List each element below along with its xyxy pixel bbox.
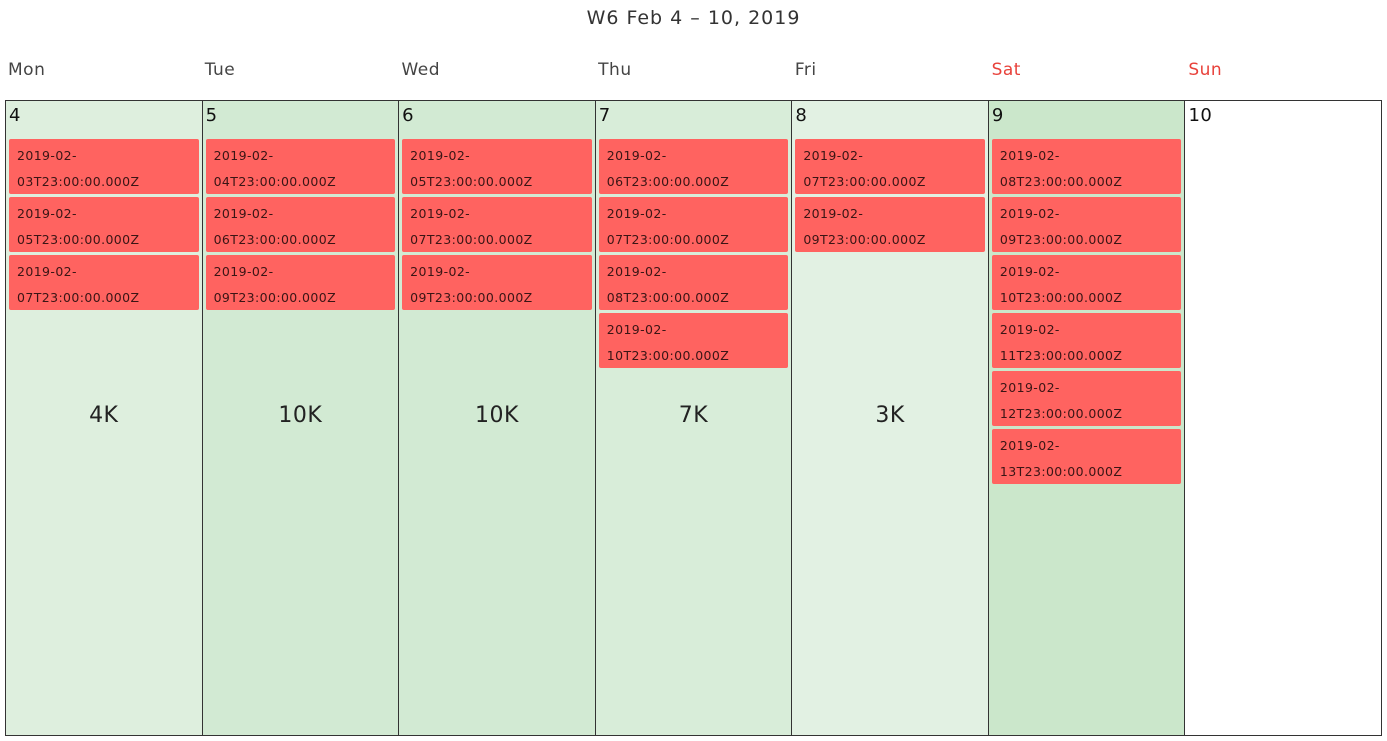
calendar-event[interactable]: 2019-02- 10T23:00:00.000Z [991,255,1182,310]
calendar-week-grid: 4 2019-02- 03T23:00:00.000Z 2019-02- 05T23:… [5,100,1383,736]
day-number: 4 [9,105,21,126]
day-total: 10K [278,403,323,428]
day-cell[interactable]: 6 2019-02- 05T23:00:00.000Z 2019-02- 07T23:… [398,101,595,735]
event-list: 2019-02- 03T23:00:00.000Z 2019-02- 05T23:00… [9,139,199,310]
day-header-fri: Fri [794,60,817,80]
event-label-line: 2019-02- [999,380,1060,395]
day-header-thu: Thu [598,60,632,80]
event-list: 2019-02- 08T23:00:00.000Z 2019-02- 09T23:00… [991,139,1182,484]
calendar-event[interactable]: 2019-02- 07T23:00:00.000Z [9,255,199,310]
day-number: 10 [1188,105,1213,126]
calendar-event[interactable]: 2019-02- 12T23:00:00.000Z [991,371,1182,426]
calendar-event[interactable]: 2019-02- 04T23:00:00.000Z [205,139,396,194]
event-label-line: 2019-02- [606,148,667,163]
event-label-line: 2019-02- [803,206,864,221]
calendar-event[interactable]: 2019-02- 05T23:00:00.000Z [9,197,199,252]
day-cell[interactable]: 4 2019-02- 03T23:00:00.000Z 2019-02- 05T23:… [5,101,202,735]
event-label-line: 2019-02- [17,148,77,163]
event-label-line: 2019-02- [213,264,274,279]
calendar-event[interactable]: 2019-02- 13T23:00:00.000Z [991,429,1182,484]
event-label-line: 09T23:00:00.000Z [410,290,533,305]
event-label-line: 06T23:00:00.000Z [213,232,337,247]
day-total: 10K [474,403,519,428]
calendar-event[interactable]: 2019-02- 11T23:00:00.000Z [991,313,1182,368]
day-header-wed: Wed [401,60,441,80]
calendar-event[interactable]: 2019-02- 06T23:00:00.000Z [205,197,396,252]
day-cell[interactable]: 10 [1184,101,1383,735]
event-label-line: 2019-02- [17,264,77,279]
calendar-event[interactable]: 2019-02- 09T23:00:00.000Z [991,197,1182,252]
calendar-event[interactable]: 2019-02- 09T23:00:00.000Z [795,197,985,252]
event-list: 2019-02- 05T23:00:00.000Z 2019-02- 07T23:00… [402,139,592,310]
event-label-line: 2019-02- [213,148,274,163]
calendar-event[interactable]: 2019-02- 03T23:00:00.000Z [9,139,199,194]
event-label-line: 2019-02- [999,148,1060,163]
event-label-line: 09T23:00:00.000Z [213,290,337,305]
day-cell[interactable]: 9 2019-02- 08T23:00:00.000Z 2019-02- 09T23:… [987,101,1185,735]
event-label-line: 11T23:00:00.000Z [999,348,1123,363]
event-label-line: 10T23:00:00.000Z [999,290,1123,305]
event-label-line: 2019-02- [410,206,471,221]
day-total: 3K [875,403,905,428]
event-list: 2019-02- 07T23:00:00.000Z 2019-02- 09T23:00… [795,139,985,252]
event-label-line: 2019-02- [410,148,471,163]
day-header-tue: Tue [204,60,236,80]
calendar-event[interactable]: 2019-02- 06T23:00:00.000Z [598,139,789,194]
event-label-line: 08T23:00:00.000Z [606,290,730,305]
day-cell[interactable]: 7 2019-02- 06T23:00:00.000Z 2019-02- 07T23:… [594,101,792,735]
calendar-event[interactable]: 2019-02- 08T23:00:00.000Z [991,139,1182,194]
event-label-line: 04T23:00:00.000Z [213,174,337,189]
event-label-line: 12T23:00:00.000Z [999,406,1123,421]
day-number: 6 [402,105,415,126]
event-label-line: 06T23:00:00.000Z [606,174,730,189]
event-label-line: 2019-02- [999,438,1060,453]
event-label-line: 07T23:00:00.000Z [410,232,533,247]
event-label-line: 2019-02- [213,206,274,221]
event-label-line: 2019-02- [606,206,667,221]
day-number: 5 [205,105,218,126]
event-label-line: 2019-02- [999,206,1060,221]
calendar-event[interactable]: 2019-02- 10T23:00:00.000Z [598,313,789,368]
event-label-line: 07T23:00:00.000Z [606,232,730,247]
calendar-event[interactable]: 2019-02- 07T23:00:00.000Z [598,197,789,252]
event-label-line: 2019-02- [17,206,77,221]
calendar-event[interactable]: 2019-02- 05T23:00:00.000Z [402,139,592,194]
event-label-line: 07T23:00:00.000Z [803,174,926,189]
day-number: 7 [598,105,611,126]
day-number: 8 [795,105,808,126]
day-header-sun: Sun [1188,60,1223,80]
event-label-line: 2019-02- [606,264,667,279]
event-label-line: 05T23:00:00.000Z [410,174,533,189]
event-list: 2019-02- 06T23:00:00.000Z 2019-02- 07T23:00… [598,139,789,368]
event-label-line: 05T23:00:00.000Z [17,232,140,247]
calendar-event[interactable]: 2019-02- 07T23:00:00.000Z [402,197,592,252]
event-label-line: 2019-02- [606,322,667,337]
calendar-event[interactable]: 2019-02- 08T23:00:00.000Z [598,255,789,310]
event-label-line: 07T23:00:00.000Z [17,290,140,305]
event-label-line: 10T23:00:00.000Z [606,348,730,363]
calendar-event[interactable]: 2019-02- 09T23:00:00.000Z [402,255,592,310]
event-label-line: 2019-02- [410,264,471,279]
day-header-mon: Mon [8,60,46,80]
day-header-row: Mon Tue Wed Thu Fri Sat Sun [5,55,1382,85]
event-label-line: 09T23:00:00.000Z [803,232,926,247]
calendar-event[interactable]: 2019-02- 07T23:00:00.000Z [795,139,985,194]
day-number: 9 [991,105,1004,126]
event-label-line: 09T23:00:00.000Z [999,232,1123,247]
event-label-line: 2019-02- [803,148,864,163]
event-label-line: 13T23:00:00.000Z [999,464,1123,479]
day-header-sat: Sat [991,60,1021,80]
event-label-line: 08T23:00:00.000Z [999,174,1123,189]
day-cell[interactable]: 5 2019-02- 04T23:00:00.000Z 2019-02- 06T23:… [201,101,399,735]
calendar-event[interactable]: 2019-02- 09T23:00:00.000Z [205,255,396,310]
event-label-line: 2019-02- [999,264,1060,279]
day-total: 7K [678,403,709,428]
week-title: W6 Feb 4 – 10, 2019 [586,7,801,29]
event-label-line: 2019-02- [999,322,1060,337]
event-list: 2019-02- 04T23:00:00.000Z 2019-02- 06T23:00… [205,139,396,310]
day-cell[interactable]: 8 2019-02- 07T23:00:00.000Z 2019-02- 09T23:… [791,101,988,735]
event-label-line: 03T23:00:00.000Z [17,174,140,189]
day-total: 4K [89,403,119,428]
